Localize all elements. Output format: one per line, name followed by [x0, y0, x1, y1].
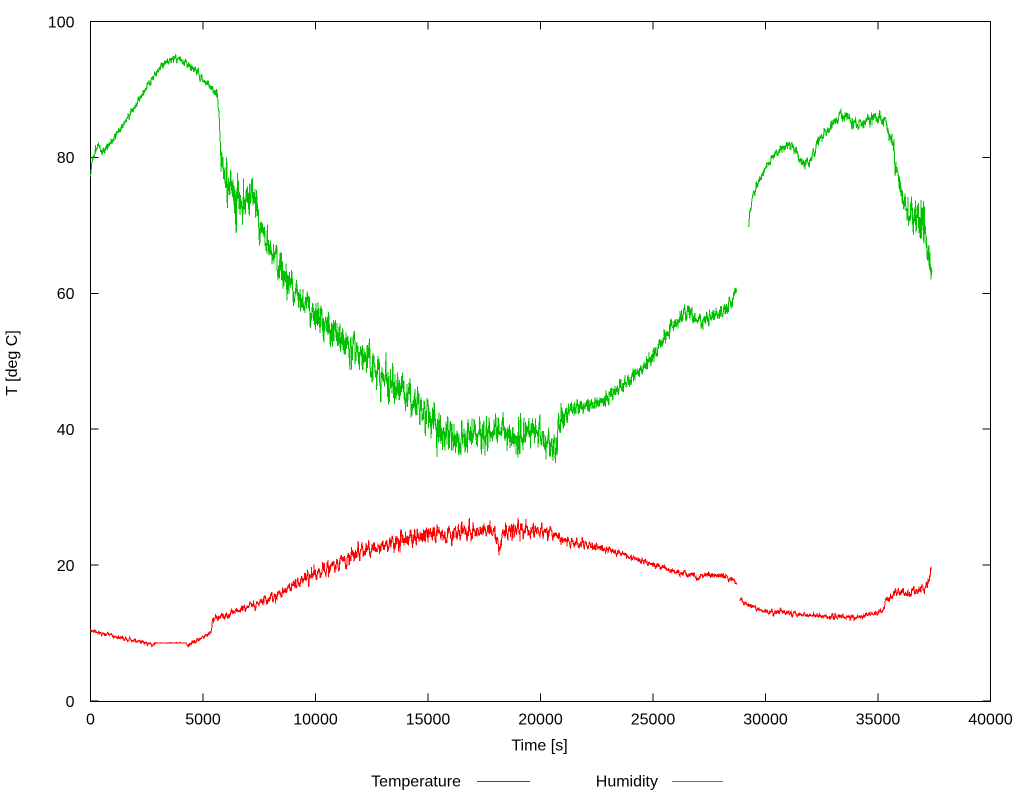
svg-text:100: 100	[48, 14, 75, 31]
svg-text:35000: 35000	[856, 712, 901, 729]
svg-text:80: 80	[57, 150, 75, 167]
svg-text:30000: 30000	[743, 712, 788, 729]
svg-text:0: 0	[86, 712, 95, 729]
svg-text:15000: 15000	[406, 712, 451, 729]
svg-text:20: 20	[57, 558, 75, 575]
svg-text:0: 0	[66, 694, 75, 711]
svg-text:40: 40	[57, 422, 75, 439]
svg-text:Time [s]: Time [s]	[511, 738, 567, 755]
svg-text:Temperature: Temperature	[371, 774, 461, 791]
svg-text:Humidity: Humidity	[596, 774, 658, 791]
svg-text:60: 60	[57, 286, 75, 303]
svg-text:25000: 25000	[631, 712, 676, 729]
svg-text:T [deg C]: T [deg C]	[4, 330, 21, 396]
svg-text:5000: 5000	[185, 712, 221, 729]
svg-text:20000: 20000	[518, 712, 563, 729]
svg-text:10000: 10000	[293, 712, 338, 729]
svg-text:40000: 40000	[968, 712, 1013, 729]
